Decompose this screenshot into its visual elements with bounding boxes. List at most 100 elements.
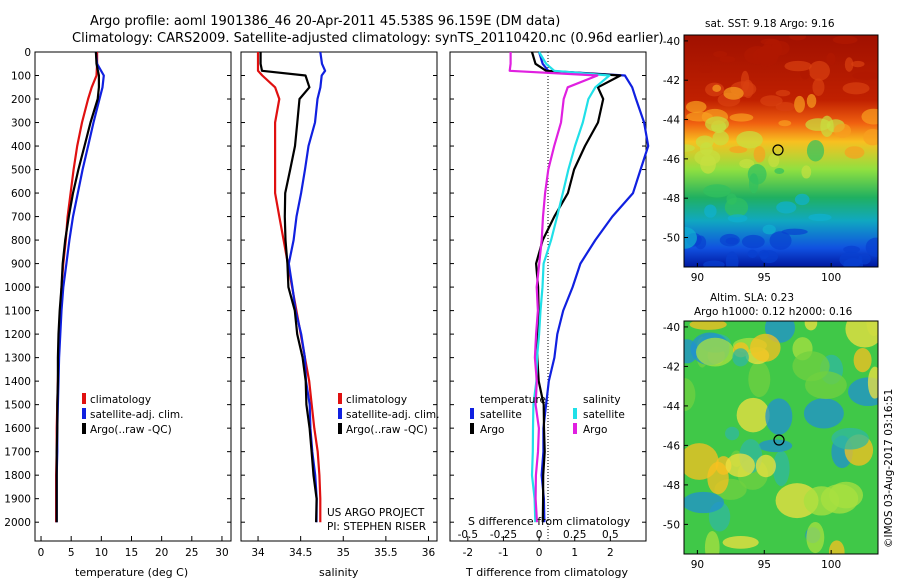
sst-texture-patch xyxy=(747,249,758,258)
temperature-x-axis: 0 5 10 15 20 25 30 xyxy=(38,536,229,559)
sst-texture-patch xyxy=(789,35,807,41)
map-y-tick-label: -50 xyxy=(663,233,680,245)
legend-label-climatology: climatology xyxy=(90,394,151,406)
map-y-tick-label: -46 xyxy=(663,440,680,452)
t-difference-label: T difference from climatology xyxy=(465,566,628,579)
depth-tick-label: 1500 xyxy=(4,400,31,412)
difference-depth-ticks xyxy=(450,51,646,523)
map-y-tick-label: -40 xyxy=(663,36,680,48)
legend-label-sal-satellite: satellite xyxy=(583,409,625,421)
sst-texture-patch xyxy=(776,201,797,214)
sla-texture-patch xyxy=(755,454,776,478)
depth-tick-label: 2000 xyxy=(4,517,31,529)
depth-tick-label: 600 xyxy=(11,188,31,200)
sst-texture-patch xyxy=(768,153,780,168)
credit-project: US ARGO PROJECT xyxy=(327,507,425,519)
sst-texture-patch xyxy=(723,86,744,100)
sst-argo-position-marker xyxy=(772,144,784,156)
sst-texture-patch xyxy=(781,228,808,235)
sst-texture-patch xyxy=(794,95,805,113)
sla-texture-patch xyxy=(772,450,790,487)
sla-texture-patch xyxy=(689,321,727,330)
sla-texture-patch xyxy=(684,377,696,412)
sla-texture-patch xyxy=(750,333,781,362)
salinity-profile-lines xyxy=(256,51,327,523)
map-y-tick-label: -44 xyxy=(663,115,680,127)
difference-axes-frame xyxy=(449,51,647,542)
depth-tick-label: 500 xyxy=(11,165,31,177)
imos-timestamp: ©IMOS 03-Aug-2017 03:16:51 xyxy=(883,389,895,548)
sst-texture-patch xyxy=(769,231,792,250)
sst-texture-patch xyxy=(842,82,870,95)
salinity-panel: 34 34.5 35 35.5 36 salinity climatology sate… xyxy=(240,51,439,579)
x-tick-label: 30 xyxy=(215,547,228,559)
depth-tick-label: 1100 xyxy=(4,306,31,318)
sla-texture-patch xyxy=(765,398,793,435)
sst-texture-patch xyxy=(863,128,878,146)
sla-texture-patch xyxy=(736,397,770,433)
sla-texture-patch xyxy=(803,398,844,429)
sst-texture-patch xyxy=(852,71,878,80)
map-y-tick-label: -46 xyxy=(663,154,680,166)
x-top-tick-label: 0 xyxy=(536,529,543,541)
legend-swatch-argo xyxy=(338,423,342,434)
sst-texture-patch xyxy=(806,139,825,162)
series-line-3 xyxy=(259,52,318,523)
map-y-tick-label: -50 xyxy=(663,519,680,531)
sst-map-title: sat. SST: 9.18 Argo: 9.16 xyxy=(705,18,835,30)
sla-texture-patch xyxy=(803,486,840,516)
sla-map-axes: 90 95 100 -40 -42 -44 -46 -48 -50 xyxy=(663,322,841,571)
sst-texture-patch xyxy=(719,56,736,63)
sst-texture-patch xyxy=(760,38,780,45)
salinity-x-label: salinity xyxy=(319,566,359,579)
salinity-legend: climatology satellite-adj. clim. Argo(..… xyxy=(338,393,439,436)
sst-texture-patch xyxy=(725,237,739,245)
legend-swatch-temp-satellite xyxy=(470,408,474,419)
sla-map-subtitle: Argo h1000: 0.12 h2000: 0.16 xyxy=(694,306,853,318)
sst-texture-patch xyxy=(778,120,792,127)
x-tick-label: 36 xyxy=(422,547,436,559)
map-y-tick-label: -44 xyxy=(663,401,680,413)
salinity-x-axis: 34 34.5 35 35.5 36 xyxy=(251,536,435,559)
legend-heading-salinity: salinity xyxy=(583,394,621,406)
x-tick-label: 10 xyxy=(95,547,108,559)
sla-texture-patch xyxy=(732,348,749,367)
depth-tick-label: 800 xyxy=(11,235,31,247)
sst-texture-patch xyxy=(713,50,728,58)
sst-texture-patch xyxy=(762,224,776,235)
depth-tick-label: 700 xyxy=(11,212,31,224)
sst-texture-patch xyxy=(808,60,830,81)
legend-heading-temperature: temperature xyxy=(480,394,546,406)
sst-texture-patch xyxy=(832,35,858,45)
legend-swatch-satellite-adj xyxy=(82,408,86,419)
sst-texture-patch xyxy=(729,146,748,154)
map-y-tick-label: -42 xyxy=(663,361,680,373)
sla-texture-patch xyxy=(748,361,771,398)
series-line-3 xyxy=(530,51,611,523)
sst-texture-patch xyxy=(775,101,795,112)
sst-texture-patch xyxy=(695,135,714,149)
sla-texture-patch xyxy=(805,371,847,400)
sst-texture-patch xyxy=(703,184,731,198)
sla-texture-patch xyxy=(725,453,755,478)
depth-tick-label: 1400 xyxy=(4,376,31,388)
sst-texture-patch xyxy=(704,204,717,218)
sla-texture-patch xyxy=(853,347,872,373)
sst-texture-patch xyxy=(805,118,831,131)
sst-texture-patch xyxy=(844,146,865,159)
sla-map-title: Altim. SLA: 0.23 xyxy=(710,292,794,304)
sst-texture-patch xyxy=(801,165,812,179)
legend-label-climatology: climatology xyxy=(346,394,407,406)
sst-texture-patch xyxy=(703,260,725,267)
sla-texture-patch xyxy=(828,540,845,554)
legend-label-satellite-adj: satellite-adj. clim. xyxy=(90,409,183,421)
x-top-tick-label: 0.5 xyxy=(602,529,619,541)
map-y-tick-label: -48 xyxy=(663,193,680,205)
legend-swatch-temp-argo xyxy=(470,423,474,434)
sla-texture-patch xyxy=(696,337,735,367)
difference-profile-lines xyxy=(508,51,650,523)
sst-texture-patch xyxy=(736,130,763,149)
sla-texture-patch xyxy=(806,521,825,554)
sla-map-frame xyxy=(683,320,879,555)
legend-label-argo: Argo(..raw -QC) xyxy=(90,424,172,436)
